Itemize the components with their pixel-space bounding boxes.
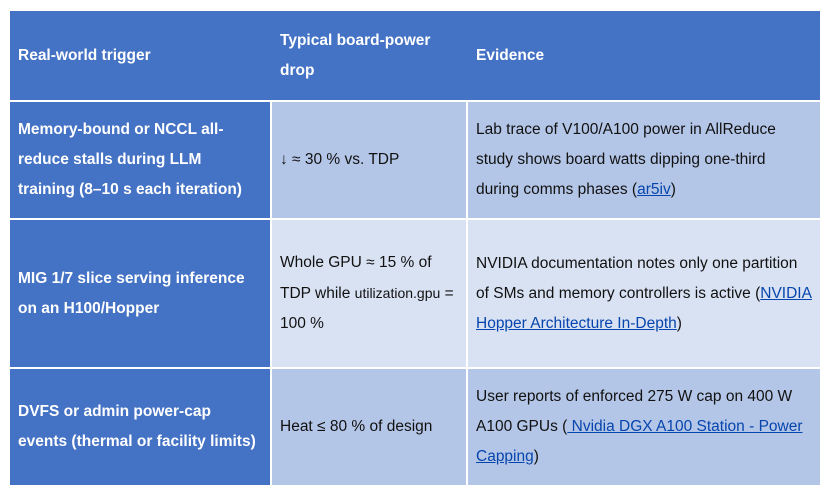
evidence-link-ar5iv[interactable]: ar5iv xyxy=(637,181,671,198)
evidence-cell: NVIDIA documentation notes only one part… xyxy=(468,220,820,369)
evidence-cell: User reports of enforced 275 W cap on 40… xyxy=(468,369,820,487)
power-drop-text-tail: = 100 % xyxy=(280,285,454,332)
evidence-link-hopper[interactable]: NVIDIA Hopper Architecture In-Depth xyxy=(476,284,812,332)
evidence-tail: ) xyxy=(533,448,539,465)
table-header-row: Real-world trigger Typical board-power d… xyxy=(10,11,820,102)
trigger-cell: Memory-bound or NCCL all-reduce stalls d… xyxy=(10,102,272,220)
evidence-link-dgx[interactable]: Nvidia DGX A100 Station - Power Capping xyxy=(476,418,803,465)
power-drop-text: Whole GPU ≈ 15 % of TDP while xyxy=(280,254,432,302)
table-row: Memory-bound or NCCL all-reduce stalls d… xyxy=(10,102,820,220)
evidence-cell: Lab trace of V100/A100 power in AllReduc… xyxy=(468,102,820,220)
power-drop-cell: ↓ ≈ 30 % vs. TDP xyxy=(272,102,468,220)
evidence-text: User reports of enforced 275 W cap on 40… xyxy=(476,388,793,435)
power-drop-cell: Heat ≤ 80 % of design xyxy=(272,369,468,487)
metric-name: utilization.gpu xyxy=(354,285,441,301)
power-drop-cell: Whole GPU ≈ 15 % of TDP while utilizatio… xyxy=(272,220,468,369)
power-drop-table: Real-world trigger Typical board-power d… xyxy=(10,11,820,487)
trigger-cell: MIG 1/7 slice serving inference on an H1… xyxy=(10,220,272,369)
evidence-text: NVIDIA documentation notes only one part… xyxy=(476,254,798,302)
trigger-cell: DVFS or admin power-cap events (thermal … xyxy=(10,369,272,487)
table-row: MIG 1/7 slice serving inference on an H1… xyxy=(10,220,820,369)
evidence-tail: ) xyxy=(676,314,682,332)
evidence-table-container: Real-world trigger Typical board-power d… xyxy=(10,11,820,487)
header-trigger: Real-world trigger xyxy=(10,11,272,102)
header-evidence: Evidence xyxy=(468,11,820,102)
table-row: DVFS or admin power-cap events (thermal … xyxy=(10,369,820,487)
evidence-text: Lab trace of V100/A100 power in AllReduc… xyxy=(476,121,776,198)
evidence-tail: ) xyxy=(670,181,676,198)
header-power-drop: Typical board-power drop xyxy=(272,11,468,102)
